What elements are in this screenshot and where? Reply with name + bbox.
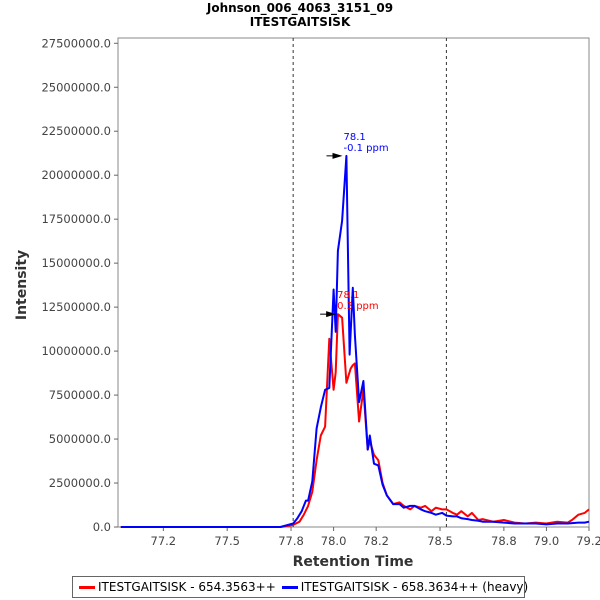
y-tick-label: 12500000.0 — [41, 300, 111, 314]
y-tick-label: 5000000.0 — [49, 432, 111, 446]
annotation-rt-label: 78.1 — [337, 290, 359, 301]
x-tick-label: 78.5 — [427, 534, 453, 548]
x-axis-title: Retention Time — [293, 554, 414, 570]
annotation-ppm-label: -0.1 ppm — [343, 143, 388, 154]
x-tick-label: 79.0 — [534, 534, 560, 548]
annotation-arrow — [332, 152, 343, 159]
y-tick-label: 25000000.0 — [41, 80, 111, 94]
chart-title: Johnson_006_4063_3151_09 — [206, 1, 393, 16]
x-tick-label: 78.8 — [491, 534, 517, 548]
y-tick-label: 15000000.0 — [41, 256, 111, 270]
x-tick-label: 77.8 — [278, 534, 304, 548]
annotation-ppm-label: 0.3 ppm — [337, 301, 379, 312]
legend-swatch-blue — [281, 585, 298, 589]
y-tick-label: 22500000.0 — [41, 124, 111, 138]
plot-frame — [117, 37, 590, 528]
chart-subtitle: ITESTGAITSISK — [250, 15, 351, 29]
annotation-rt-label: 78.1 — [343, 132, 365, 143]
y-tick-label: 17500000.0 — [41, 212, 111, 226]
y-tick-label: 27500000.0 — [41, 36, 111, 50]
series-line-heavy — [120, 154, 590, 528]
x-tick-label: 78.0 — [321, 534, 347, 548]
y-tick-label: 20000000.0 — [41, 168, 111, 182]
y-axis-title: Intensity — [14, 250, 30, 320]
plot-area: 0.0 2500000.0 5000000.0 7500000.0 10000000.0… — [41, 36, 600, 548]
y-tick-label: 7500000.0 — [49, 388, 111, 402]
annotation-arrow — [326, 311, 337, 318]
chart-legend: ITESTGAITSISK - 654.3563++ ITESTGAITSISK… — [72, 576, 529, 598]
legend-item-heavy: ITESTGAITSISK - 658.3634++ (heavy) — [281, 580, 529, 594]
y-tick-label: 10000000.0 — [41, 344, 111, 358]
legend-label-light: ITESTGAITSISK - 654.3563++ — [98, 580, 276, 594]
x-tick-label: 77.2 — [151, 534, 177, 548]
legend-swatch-red — [79, 585, 95, 589]
y-tick-label: 0.0 — [93, 520, 111, 534]
x-tick-label: 78.2 — [363, 534, 389, 548]
legend-item-light: ITESTGAITSISK - 654.3563++ — [79, 580, 276, 594]
x-tick-label: 77.5 — [214, 534, 240, 548]
x-tick-label: 79.2 — [576, 534, 600, 548]
legend-label-heavy: ITESTGAITSISK - 658.3634++ (heavy) — [300, 580, 529, 594]
y-tick-label: 2500000.0 — [49, 476, 111, 490]
